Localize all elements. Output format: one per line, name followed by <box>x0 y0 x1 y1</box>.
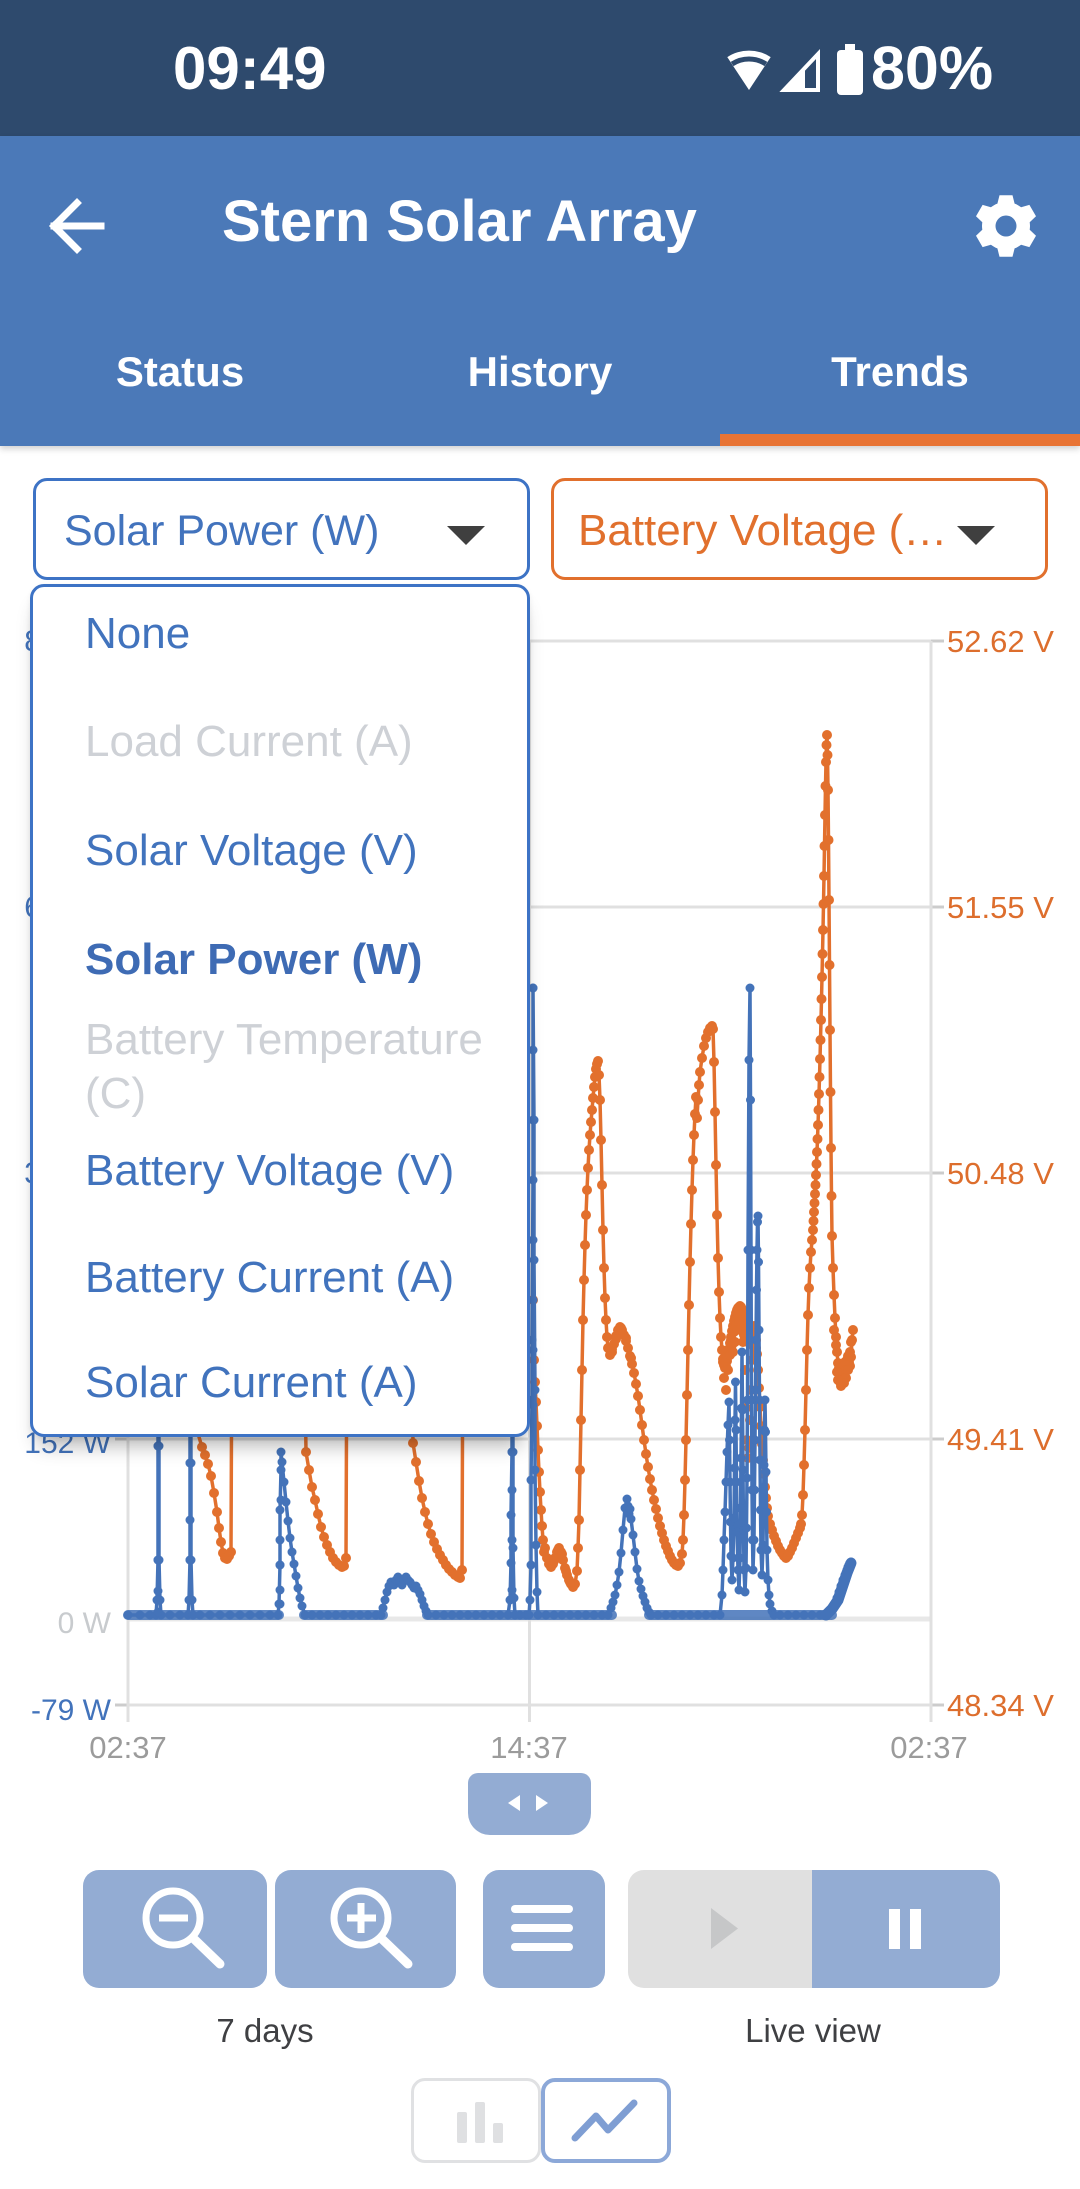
svg-text:50.48 V: 50.48 V <box>947 1156 1054 1191</box>
svg-text:52.62 V: 52.62 V <box>947 624 1054 659</box>
svg-text:49.41 V: 49.41 V <box>947 1422 1054 1457</box>
svg-text:51.55 V: 51.55 V <box>947 890 1054 925</box>
svg-text:0 W: 0 W <box>58 1607 112 1640</box>
svg-text:14:37: 14:37 <box>490 1730 568 1765</box>
svg-text:48.34 V: 48.34 V <box>947 1688 1054 1723</box>
svg-text:02:37: 02:37 <box>89 1730 167 1765</box>
svg-text:02:37: 02:37 <box>890 1730 968 1765</box>
svg-text:-79 W: -79 W <box>31 1694 112 1727</box>
